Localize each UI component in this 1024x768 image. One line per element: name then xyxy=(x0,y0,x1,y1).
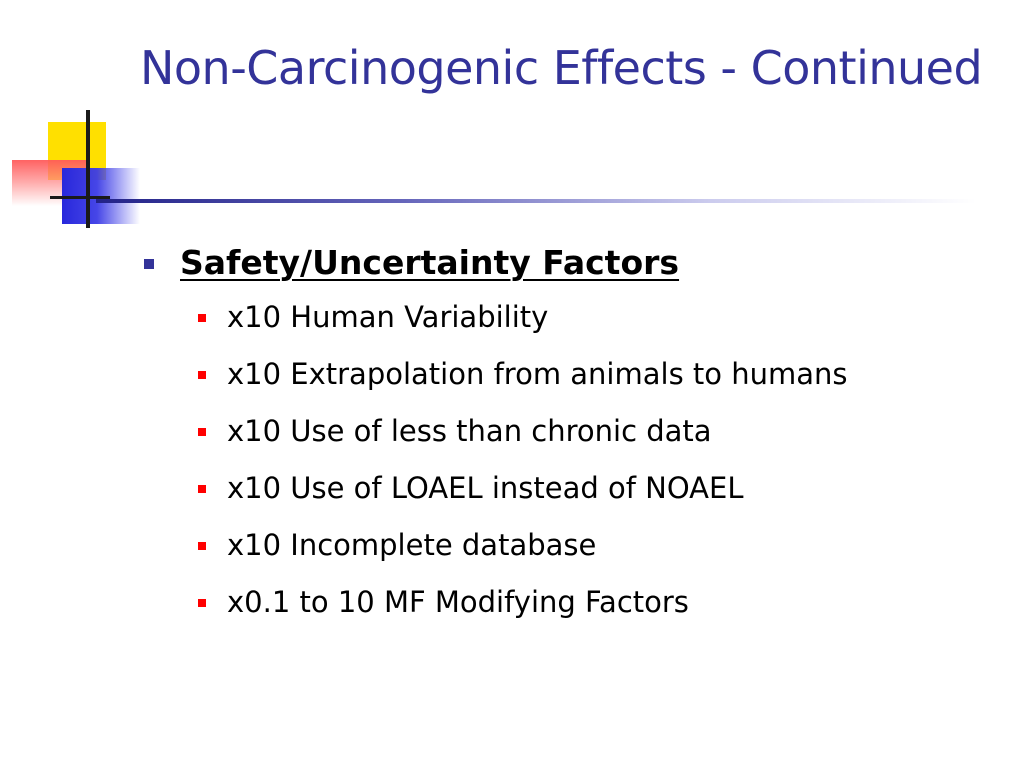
decorative-logo-icon xyxy=(0,0,180,240)
square-bullet-icon xyxy=(198,371,206,379)
list-item-text: x10 Incomplete database xyxy=(227,527,597,562)
list-item: x10 Human Variability xyxy=(198,288,1004,345)
list-item-text: x10 Use of LOAEL instead of NOAEL xyxy=(227,470,744,505)
horizontal-line-shape xyxy=(50,196,110,199)
slide-content: Safety/Uncertainty Factors x10 Human Var… xyxy=(144,236,1004,630)
title-divider xyxy=(96,199,976,203)
square-bullet-icon xyxy=(198,485,206,493)
square-bullet-icon xyxy=(198,314,206,322)
slide-title: Non-Carcinogenic Effects - Continued xyxy=(140,41,983,95)
square-bullet-icon xyxy=(198,428,206,436)
list-item: x10 Use of less than chronic data xyxy=(198,402,1004,459)
list-item: x10 Incomplete database xyxy=(198,516,1004,573)
factor-list: x10 Human Variability x10 Extrapolation … xyxy=(144,288,1004,630)
square-bullet-icon xyxy=(198,542,206,550)
list-item: x0.1 to 10 MF Modifying Factors xyxy=(198,573,1004,630)
list-item-text: x10 Extrapolation from animals to humans xyxy=(227,356,848,391)
list-item: x10 Use of LOAEL instead of NOAEL xyxy=(198,459,1004,516)
list-item-text: x0.1 to 10 MF Modifying Factors xyxy=(227,584,689,619)
square-bullet-icon xyxy=(198,599,206,607)
section-heading: Safety/Uncertainty Factors xyxy=(180,242,680,282)
list-item-text: x10 Human Variability xyxy=(227,299,549,334)
list-item-text: x10 Use of less than chronic data xyxy=(227,413,712,448)
vertical-line-shape xyxy=(86,110,90,228)
square-bullet-icon xyxy=(144,259,154,269)
list-item: x10 Extrapolation from animals to humans xyxy=(198,345,1004,402)
heading-bullet-item: Safety/Uncertainty Factors xyxy=(144,236,1004,288)
